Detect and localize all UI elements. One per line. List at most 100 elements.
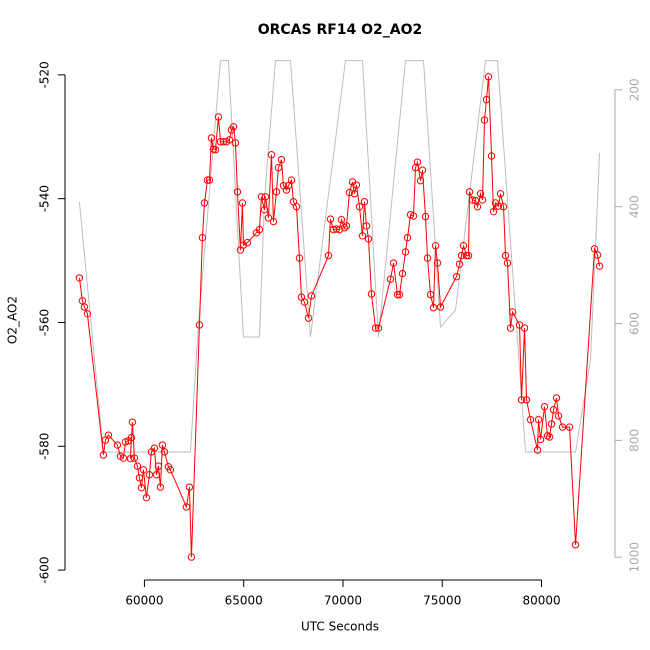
data-point [342,222,351,230]
data-point [272,188,281,196]
data-point [133,462,142,470]
data-point [595,262,604,270]
data-point [166,466,175,474]
data-point [158,441,167,449]
data-point [211,146,220,154]
data-point [431,242,440,250]
data-point [552,394,561,402]
data-point [231,139,240,147]
y2-tick-label: 400 [628,195,642,218]
data-point [554,412,563,420]
data-point [503,259,512,267]
y-axis-label: O2_AO2 [6,296,20,344]
data-point [395,290,404,299]
data-point [473,203,482,211]
data-point [522,396,531,404]
data-point [593,251,602,259]
y2-tick-label: 1000 [628,542,642,573]
data-point [364,235,373,243]
data-point [549,406,558,414]
data-point [182,503,191,511]
data-point [243,238,252,247]
data-point [465,188,474,196]
data-point [104,431,113,439]
data-point [457,251,466,260]
data-point [536,435,545,444]
data-point [508,308,517,316]
data-point [128,418,137,426]
data-point [326,215,335,223]
plot-area [75,60,604,561]
data-point [152,471,161,479]
data-point [565,423,574,431]
y-tick-label: -540 [38,185,52,212]
data-point [360,198,369,206]
data-point [464,251,473,260]
data-point [418,166,427,174]
data-point [489,207,498,216]
data-point [558,423,567,431]
data-point [533,446,542,454]
data-point [295,254,304,262]
data-point [416,177,425,185]
data-point [459,242,468,250]
data-point [452,272,461,281]
x-tick-label: 70000 [324,594,362,608]
data-point [332,225,341,233]
data-point [126,454,135,463]
data-point [203,176,212,184]
data-point [468,196,477,204]
data-point [214,113,223,121]
data-point [426,290,435,299]
data-point [335,225,344,234]
data-point [506,324,515,332]
data-point [257,193,266,201]
data-point [462,251,471,260]
data-point [367,290,376,298]
data-point [487,152,496,160]
data-point [571,541,580,549]
x-tick-label: 60000 [125,594,163,608]
data-point [229,123,238,131]
data-point [371,324,380,332]
data-point [119,454,128,462]
data-point [154,462,163,470]
data-point [547,420,556,428]
y2-tick-label: 200 [628,78,642,101]
data-point [225,136,234,144]
data-point [520,324,529,332]
data-point [300,298,309,306]
data-point [401,248,410,256]
data-point [304,314,313,322]
data-point [403,233,412,242]
data-point [200,199,209,207]
data-point [83,310,92,318]
data-point [355,203,364,211]
data-point [137,484,146,492]
data-point [324,251,333,260]
data-point [374,324,383,332]
data-point [482,95,491,104]
y-tick-label: -580 [38,433,52,460]
data-point [198,233,207,242]
data-point [207,134,216,142]
data-point [409,212,418,220]
x-tick-label: 80000 [522,594,560,608]
data-point [362,222,371,230]
data-point [260,206,269,214]
data-point [358,232,367,240]
data-point [233,188,242,196]
data-point [205,176,214,184]
data-point [135,474,144,482]
data-point [261,193,270,201]
data-point [501,251,510,260]
data-point [264,214,273,222]
data-point [269,217,278,226]
data-point [337,216,346,224]
data-point [540,402,549,411]
data-point [423,254,432,262]
data-point [386,275,395,283]
data-point [150,444,159,452]
data-point [389,259,398,267]
data-point [480,116,489,124]
